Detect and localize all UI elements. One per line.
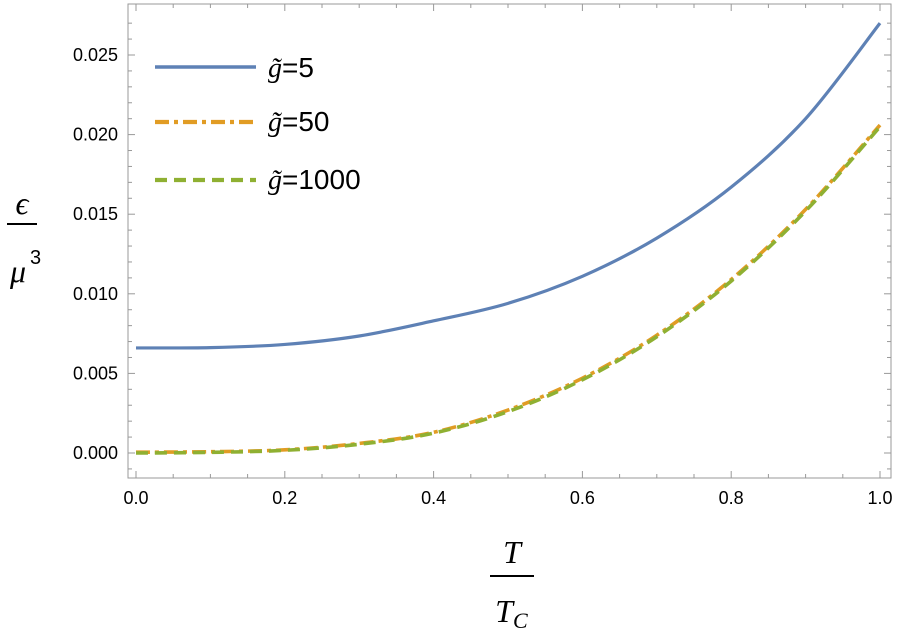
series-line-0	[135, 22, 882, 350]
plot-frame	[127, 3, 892, 479]
legend-value-series-0: =5	[282, 52, 314, 83]
x-axis-numerator: T	[503, 534, 523, 570]
x-tick-label: 0.4	[421, 488, 446, 508]
x-tick-label: 0.6	[570, 488, 595, 508]
series-line-2	[135, 125, 882, 455]
x-axis-denominator: T	[495, 593, 515, 629]
x-tick-label: 0.8	[719, 488, 744, 508]
x-axis-label: T T C	[490, 534, 534, 633]
legend-value-series-2: =1000	[282, 164, 361, 195]
legend-symbol-series-1: g̃	[268, 107, 283, 138]
x-tick-label: 0.2	[272, 488, 297, 508]
y-axis-numerator: ϵ	[16, 185, 30, 221]
x-tick-label: 0.0	[123, 488, 148, 508]
legend-symbol-series-2: g̃	[268, 165, 283, 196]
x-axis-denominator-sub: C	[513, 608, 528, 633]
y-axis-denominator: μ	[9, 253, 26, 289]
x-tick-label: 1.0	[867, 488, 892, 508]
axis-ticks	[128, 4, 891, 478]
series-line-1	[135, 123, 882, 454]
legend-label-series-2: g̃=1000	[268, 164, 361, 196]
y-tick-label: 0.005	[73, 363, 118, 383]
y-axis-denominator-sup: 3	[30, 247, 41, 269]
legend-value-series-1: =50	[282, 106, 330, 137]
legend-label-series-0: g̃=5	[268, 52, 314, 84]
legend: g̃=5 g̃=50 g̃=1000	[155, 52, 361, 196]
y-tick-label: 0.025	[73, 45, 118, 65]
y-axis-label: ϵ μ 3	[7, 185, 41, 289]
y-tick-label: 0.000	[73, 443, 118, 463]
legend-label-series-1: g̃=50	[268, 106, 330, 138]
legend-symbol-series-0: g̃	[268, 53, 283, 84]
y-tick-label: 0.020	[73, 125, 118, 145]
series-lines	[135, 22, 882, 455]
y-tick-label: 0.015	[73, 204, 118, 224]
y-tick-label: 0.010	[73, 284, 118, 304]
tick-labels: 0.0 0.2 0.4 0.6 0.8 1.0 0.000 0.005 0.010 0.015 0.…	[73, 45, 893, 508]
